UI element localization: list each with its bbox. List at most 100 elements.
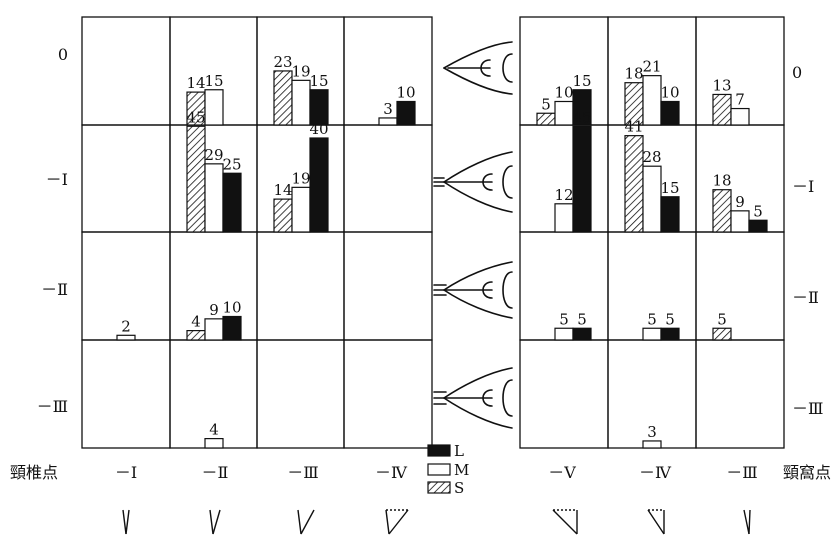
bar-value-label: 3 xyxy=(383,100,393,118)
angle-glyph-left-IV xyxy=(385,509,409,535)
bar-M xyxy=(204,438,224,449)
legend-item-S: S xyxy=(427,479,464,497)
bar-value-label: 18 xyxy=(712,172,731,190)
legend-swatch-S xyxy=(427,481,451,494)
row-label: 0 xyxy=(58,45,68,64)
row-label: －Ⅰ xyxy=(46,170,68,189)
grid-cell xyxy=(519,339,609,449)
neck-diagram-row3 xyxy=(433,367,513,429)
bar-M xyxy=(642,75,662,126)
grid-cell xyxy=(343,339,433,449)
bar-M xyxy=(554,327,574,341)
legend-label-L: L xyxy=(454,442,464,460)
bar-S xyxy=(536,112,556,126)
bar-L xyxy=(222,315,242,341)
legend-item-L: L xyxy=(427,442,464,460)
bar-L xyxy=(222,172,242,233)
bar-value-label: 10 xyxy=(660,84,679,102)
panels: 0－Ⅰ－Ⅱ－Ⅲ－Ⅰ －Ⅱ －Ⅲ －Ⅳ頸椎点1415231915310452925141… xyxy=(10,16,831,482)
col-label: －Ⅲ xyxy=(287,463,318,482)
bar-M xyxy=(204,318,224,341)
bar-value-label: 3 xyxy=(647,423,657,441)
legend-label-M: M xyxy=(454,461,469,479)
bar-value-label: 29 xyxy=(204,146,223,164)
angle-glyph-left-I xyxy=(122,509,130,535)
bar-M xyxy=(730,210,750,233)
bar-value-label: 40 xyxy=(309,120,328,138)
grid-cell xyxy=(343,124,433,233)
bar-L xyxy=(572,89,592,126)
bar-M xyxy=(642,165,662,233)
bar-L xyxy=(572,125,592,233)
col-label: －Ⅲ xyxy=(726,463,757,482)
bar-S xyxy=(712,189,732,233)
col-label: －Ⅴ xyxy=(548,463,576,482)
bar-S xyxy=(712,93,732,126)
bar-M xyxy=(378,117,398,126)
bar-value-label: 21 xyxy=(642,58,661,76)
col-label: －Ⅳ xyxy=(639,463,672,482)
bar-value-label: 9 xyxy=(735,193,745,211)
bar-value-label: 2 xyxy=(121,317,131,335)
angle-glyph-left-III xyxy=(297,509,315,535)
neck-diagram-row0 xyxy=(443,41,513,95)
neck-diagram-row1 xyxy=(433,151,513,213)
bar-value-label: 19 xyxy=(291,62,310,80)
grid-cell xyxy=(81,339,171,449)
bar-S xyxy=(186,330,206,341)
bar-value-label: 23 xyxy=(273,53,292,71)
bar-M xyxy=(554,203,574,233)
bar-S xyxy=(624,135,644,233)
bar-value-label: 19 xyxy=(291,169,310,187)
neck-diagram-row2 xyxy=(433,261,513,319)
row-label: －Ⅲ xyxy=(37,397,68,416)
bar-value-label: 5 xyxy=(753,202,763,220)
legend-item-M: M xyxy=(427,461,469,479)
bar-value-label: 15 xyxy=(204,72,223,90)
bar-M xyxy=(291,79,311,126)
bar-value-label: 7 xyxy=(735,91,745,109)
bar-value-label: 10 xyxy=(396,84,415,102)
legend-label-S: S xyxy=(454,479,464,497)
bar-value-label: 14 xyxy=(273,181,292,199)
bar-L xyxy=(660,196,680,233)
bar-value-label: 5 xyxy=(541,95,551,113)
bar-value-label: 45 xyxy=(572,108,591,126)
bar-M xyxy=(642,327,662,341)
col-label: －Ⅱ xyxy=(202,463,229,482)
col-label: －Ⅳ xyxy=(375,463,408,482)
bar-L xyxy=(309,137,329,233)
bar-M xyxy=(554,100,574,126)
bar-value-label: 12 xyxy=(554,186,573,204)
row-label: 0 xyxy=(792,63,802,82)
legend-swatch-M xyxy=(427,463,451,476)
grid-cell xyxy=(81,16,171,126)
bar-value-label: 4 xyxy=(191,313,201,331)
panel-left: 0－Ⅰ－Ⅱ－Ⅲ－Ⅰ －Ⅱ －Ⅲ －Ⅳ頸椎点1415231915310452925141… xyxy=(10,16,433,482)
bar-M xyxy=(204,89,224,126)
bar-M xyxy=(642,440,662,449)
bar-L xyxy=(748,219,768,233)
row-label: －Ⅱ xyxy=(792,288,819,307)
x-axis-title: 頸窩点 xyxy=(783,463,831,482)
angle-glyph-left-II xyxy=(209,509,221,535)
neck-diagrams xyxy=(433,41,513,429)
row-label: －Ⅱ xyxy=(41,280,68,299)
bar-value-label: 5 xyxy=(559,310,569,328)
bar-value-label: 13 xyxy=(712,76,731,94)
bar-value-label: 5 xyxy=(577,310,587,328)
bar-value-label: 5 xyxy=(717,310,727,328)
bar-L xyxy=(309,89,329,126)
grid-cell xyxy=(256,339,345,449)
grid-cell xyxy=(256,231,345,341)
legend: L M S xyxy=(427,442,469,497)
bar-value-label: 41 xyxy=(624,118,643,136)
row-label: －Ⅰ xyxy=(792,177,814,196)
bar-M xyxy=(116,334,136,341)
bar-value-label: 4 xyxy=(209,421,219,439)
bar-value-label: 15 xyxy=(572,72,591,90)
x-axis-title: 頸椎点 xyxy=(10,463,58,482)
bar-value-label: 15 xyxy=(660,179,679,197)
